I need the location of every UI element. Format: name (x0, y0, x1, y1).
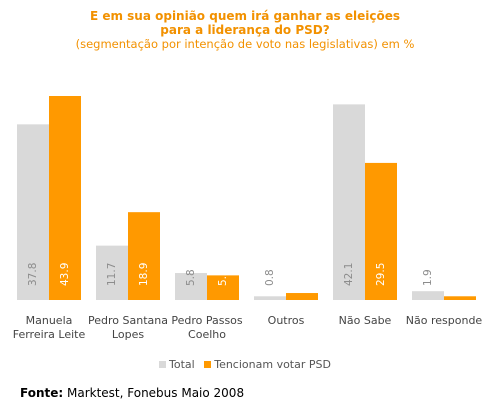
source-text: Marktest, Fonebus Maio 2008 (63, 386, 245, 400)
bar-total-1 (96, 245, 128, 300)
data-label-psd-4: 29.5 (375, 263, 387, 286)
legend-label-psd: Tencionam votar PSD (214, 358, 331, 371)
bar-total-4 (333, 104, 365, 300)
bar-psd-0 (49, 96, 81, 300)
data-label-psd-5: 0.8 (454, 269, 466, 286)
bar-total-2 (175, 273, 207, 300)
category-label-3-line-0: Outros (268, 314, 305, 327)
bar-psd-2 (207, 275, 239, 300)
bar-psd-5 (444, 296, 476, 300)
category-label-1-line-1: Lopes (112, 328, 144, 341)
category-label-2-line-0: Pedro Passos (171, 314, 243, 327)
legend-item-total: Total (159, 358, 195, 371)
category-label-1-line-0: Pedro Santana (88, 314, 168, 327)
data-label-total-0: 37.8 (27, 263, 39, 286)
bar-psd-1 (128, 212, 160, 300)
category-label-4-line-0: Não Sabe (339, 314, 392, 327)
bar-total-3 (254, 296, 286, 300)
source-note: Fonte: Marktest, Fonebus Maio 2008 (20, 386, 244, 400)
data-label-psd-2: 5.3 (217, 269, 229, 286)
legend-label-total: Total (169, 358, 195, 371)
legend-item-psd: Tencionam votar PSD (204, 358, 331, 371)
legend-swatch-total (159, 361, 167, 368)
data-label-psd-1: 18.9 (138, 263, 150, 286)
category-label-0-line-0: Manuela (26, 314, 73, 327)
chart-title: E em sua opinião quem irá ganhar as elei… (89, 9, 401, 23)
data-label-total-5: 1.9 (422, 269, 434, 286)
chart-subtitle: (segmentação por intenção de voto nas le… (75, 37, 415, 51)
legend: Total Tencionam votar PSD (0, 358, 490, 371)
data-label-total-1: 11.7 (106, 263, 118, 286)
data-label-total-2: 5.8 (185, 269, 197, 286)
data-label-psd-3: 1.5 (296, 269, 308, 286)
data-label-total-4: 42.1 (343, 263, 355, 286)
bar-total-5 (412, 291, 444, 300)
data-label-total-3: 0.8 (264, 269, 276, 286)
category-label-2-line-1: Coelho (188, 328, 226, 341)
bar-total-0 (17, 124, 49, 300)
source-label: Fonte: (20, 386, 64, 400)
data-label-psd-0: 43.9 (59, 263, 71, 286)
legend-swatch-psd (204, 361, 212, 368)
category-label-5-line-0: Não responde (406, 314, 483, 327)
bar-psd-3 (286, 293, 318, 300)
chart-title-line-2: para a liderança do PSD? (160, 23, 330, 37)
category-label-0-line-1: Ferreira Leite (13, 328, 86, 341)
bar-psd-4 (365, 162, 397, 300)
